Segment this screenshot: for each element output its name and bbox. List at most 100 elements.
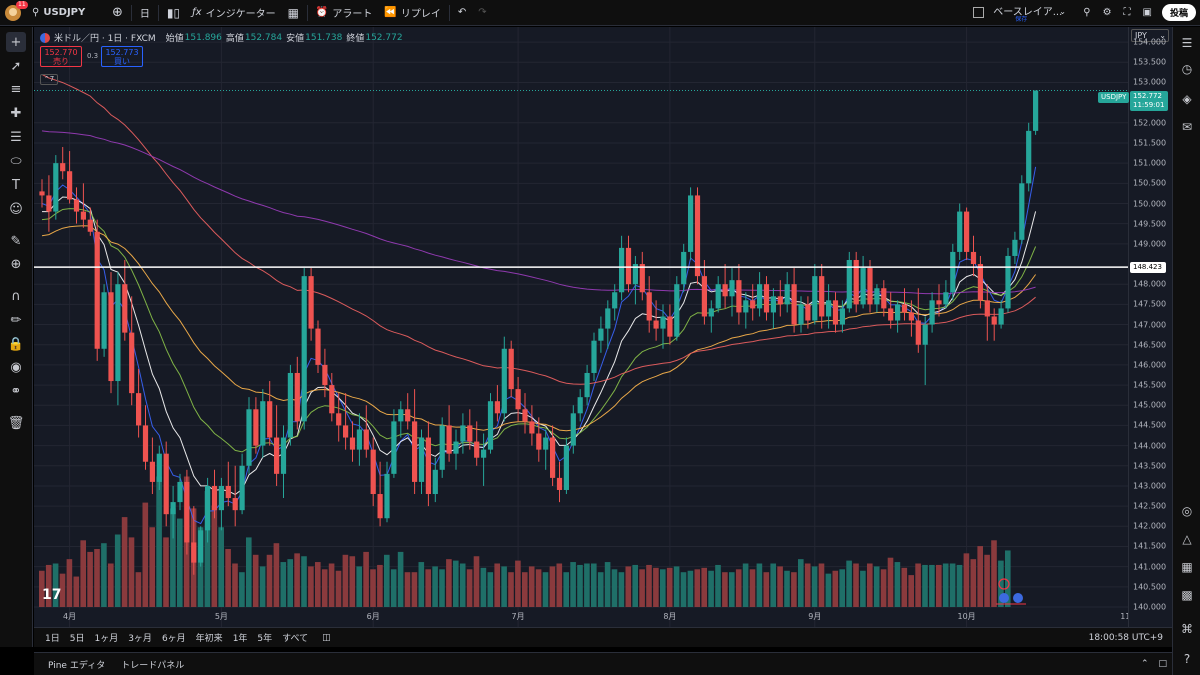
- volume-bar: [397, 551, 404, 607]
- range-3m[interactable]: 3ヶ月: [128, 634, 152, 644]
- emoji-tool[interactable]: ☺: [6, 199, 26, 219]
- maximize-panel-button[interactable]: □: [1153, 659, 1172, 669]
- buy-button[interactable]: 152.773 買い: [101, 46, 143, 67]
- candle-body: [991, 316, 997, 325]
- price-tick-label: 143.000: [1133, 481, 1167, 491]
- avatar[interactable]: 11: [0, 0, 28, 26]
- alert-button[interactable]: ⏰ アラート: [310, 0, 378, 26]
- volume-bar: [763, 572, 770, 607]
- volume-bar: [901, 567, 908, 607]
- collapse-panel-button[interactable]: ⌃: [1136, 659, 1154, 669]
- candle-body: [184, 481, 190, 543]
- candle-body: [750, 300, 756, 309]
- hide-tool[interactable]: ◉: [6, 357, 26, 377]
- range-5y[interactable]: 5年: [257, 634, 273, 644]
- forecast-tool[interactable]: ☰: [6, 127, 26, 147]
- text-tool[interactable]: T: [6, 175, 26, 195]
- chart-type-button[interactable]: ▮▯: [161, 0, 186, 26]
- candle-body: [191, 542, 197, 563]
- ruler-tool[interactable]: ✎: [6, 231, 26, 251]
- goto-date-button[interactable]: ◫: [317, 633, 336, 643]
- range-5d[interactable]: 5日: [69, 634, 85, 644]
- object-tree-button[interactable]: ◈: [1177, 89, 1197, 109]
- layout-button[interactable]: ベースレイア... 保存 ⌄: [967, 0, 1077, 26]
- candle-body: [770, 296, 776, 313]
- volume-bar: [197, 527, 204, 607]
- volume-bar: [522, 572, 528, 607]
- candle-body: [763, 284, 770, 313]
- clock-display[interactable]: 18:00:58 UTC+9: [1088, 632, 1163, 643]
- candle-body: [708, 308, 714, 317]
- range-1y[interactable]: 1年: [232, 634, 248, 644]
- price-axis[interactable]: JPY ⌄ 154.000 153.500 153.000 152.000 151.500…: [1128, 27, 1172, 627]
- ideas-button[interactable]: ◎: [1177, 501, 1197, 521]
- indicators-button[interactable]: ƒx インジケーター: [186, 0, 281, 26]
- lock-tool[interactable]: 🔒: [6, 334, 26, 354]
- candle-body: [446, 425, 452, 454]
- range-ytd[interactable]: 年初来: [195, 634, 223, 644]
- pattern-tool[interactable]: ✚: [6, 103, 26, 123]
- ma-20-line: [41, 208, 1037, 453]
- volume-bar: [584, 563, 590, 607]
- candle-body: [170, 502, 176, 515]
- zoom-tool[interactable]: ⊕: [6, 254, 26, 274]
- fib-tool[interactable]: ≡: [6, 79, 26, 99]
- fullscreen-button[interactable]: ⛶: [1118, 0, 1137, 26]
- candle-body: [108, 292, 114, 382]
- settings-button[interactable]: ⚙: [1097, 0, 1118, 26]
- buy-label: 買い: [114, 57, 130, 66]
- candle-body: [901, 304, 908, 313]
- link-tool[interactable]: ⚭: [6, 381, 26, 401]
- snapshot-button[interactable]: ▣: [1137, 0, 1158, 26]
- range-6m[interactable]: 6ヶ月: [161, 634, 186, 644]
- trendline-tool[interactable]: ➚: [6, 56, 26, 76]
- scripts-button[interactable]: △: [1177, 529, 1197, 549]
- price-tick-label: 148.000: [1133, 279, 1167, 289]
- candle-body: [508, 348, 514, 390]
- candle-body: [1026, 130, 1032, 184]
- alerts-panel-button[interactable]: ◷: [1177, 59, 1197, 79]
- currency-label: JPY: [1135, 31, 1147, 40]
- calendar-button[interactable]: ▦: [1177, 557, 1197, 577]
- templates-button[interactable]: ▦: [282, 0, 305, 26]
- undo-button[interactable]: ↶: [452, 0, 472, 26]
- symbol-search[interactable]: ⚲ USDJPY: [26, 0, 106, 26]
- crosshair-tool[interactable]: +: [6, 32, 26, 52]
- quick-search-button[interactable]: ⚲: [1077, 0, 1096, 26]
- indicators-toggle[interactable]: ⌃7: [40, 74, 58, 85]
- interval-button[interactable]: 日: [134, 0, 156, 26]
- candle-body: [826, 300, 832, 317]
- replay-button[interactable]: ⏪ リプレイ: [378, 0, 446, 26]
- volume-bar: [356, 566, 362, 607]
- redo-button[interactable]: ↷: [472, 0, 492, 26]
- watchlist-button[interactable]: ☰: [1177, 33, 1197, 53]
- range-1m[interactable]: 1ヶ月: [94, 634, 119, 644]
- volume-bar: [749, 569, 756, 607]
- grid-icon: ▦: [287, 5, 299, 20]
- buy-price: 152.773: [105, 48, 139, 57]
- publish-button[interactable]: 投稿: [1158, 0, 1200, 26]
- sell-button[interactable]: 152.770 売り: [40, 46, 82, 67]
- volume-bar: [246, 537, 252, 607]
- help-button[interactable]: ?: [1177, 649, 1197, 669]
- chart-pane[interactable]: 4月 5月 6月 7月 8月 9月 10月 11 17: [34, 27, 1130, 627]
- magnet-tool[interactable]: ∩: [6, 286, 26, 306]
- candle-body: [908, 312, 914, 321]
- compare-button[interactable]: ⊕: [106, 0, 129, 26]
- apps-button[interactable]: ▩: [1177, 585, 1197, 605]
- close-label: 終値: [346, 34, 365, 44]
- volume-bar: [715, 564, 721, 607]
- chat-button[interactable]: ✉: [1177, 117, 1197, 137]
- signal-icon: ⌘: [1181, 622, 1193, 636]
- range-1d[interactable]: 1日: [45, 634, 60, 644]
- candle-body: [777, 296, 783, 305]
- tab-trade-panel[interactable]: トレードパネル: [121, 660, 185, 671]
- currency-selector[interactable]: JPY ⌄: [1131, 29, 1169, 42]
- stay-drawing-tool[interactable]: ✏: [6, 310, 26, 330]
- signal-button[interactable]: ⌘: [1177, 619, 1197, 639]
- tab-pine-editor[interactable]: Pine エディタ: [48, 660, 106, 671]
- shapes-tool[interactable]: ⬭: [6, 151, 26, 171]
- volume-bar: [101, 543, 107, 607]
- range-all[interactable]: すべて: [282, 634, 309, 644]
- delete-tool[interactable]: 🗑: [6, 413, 26, 433]
